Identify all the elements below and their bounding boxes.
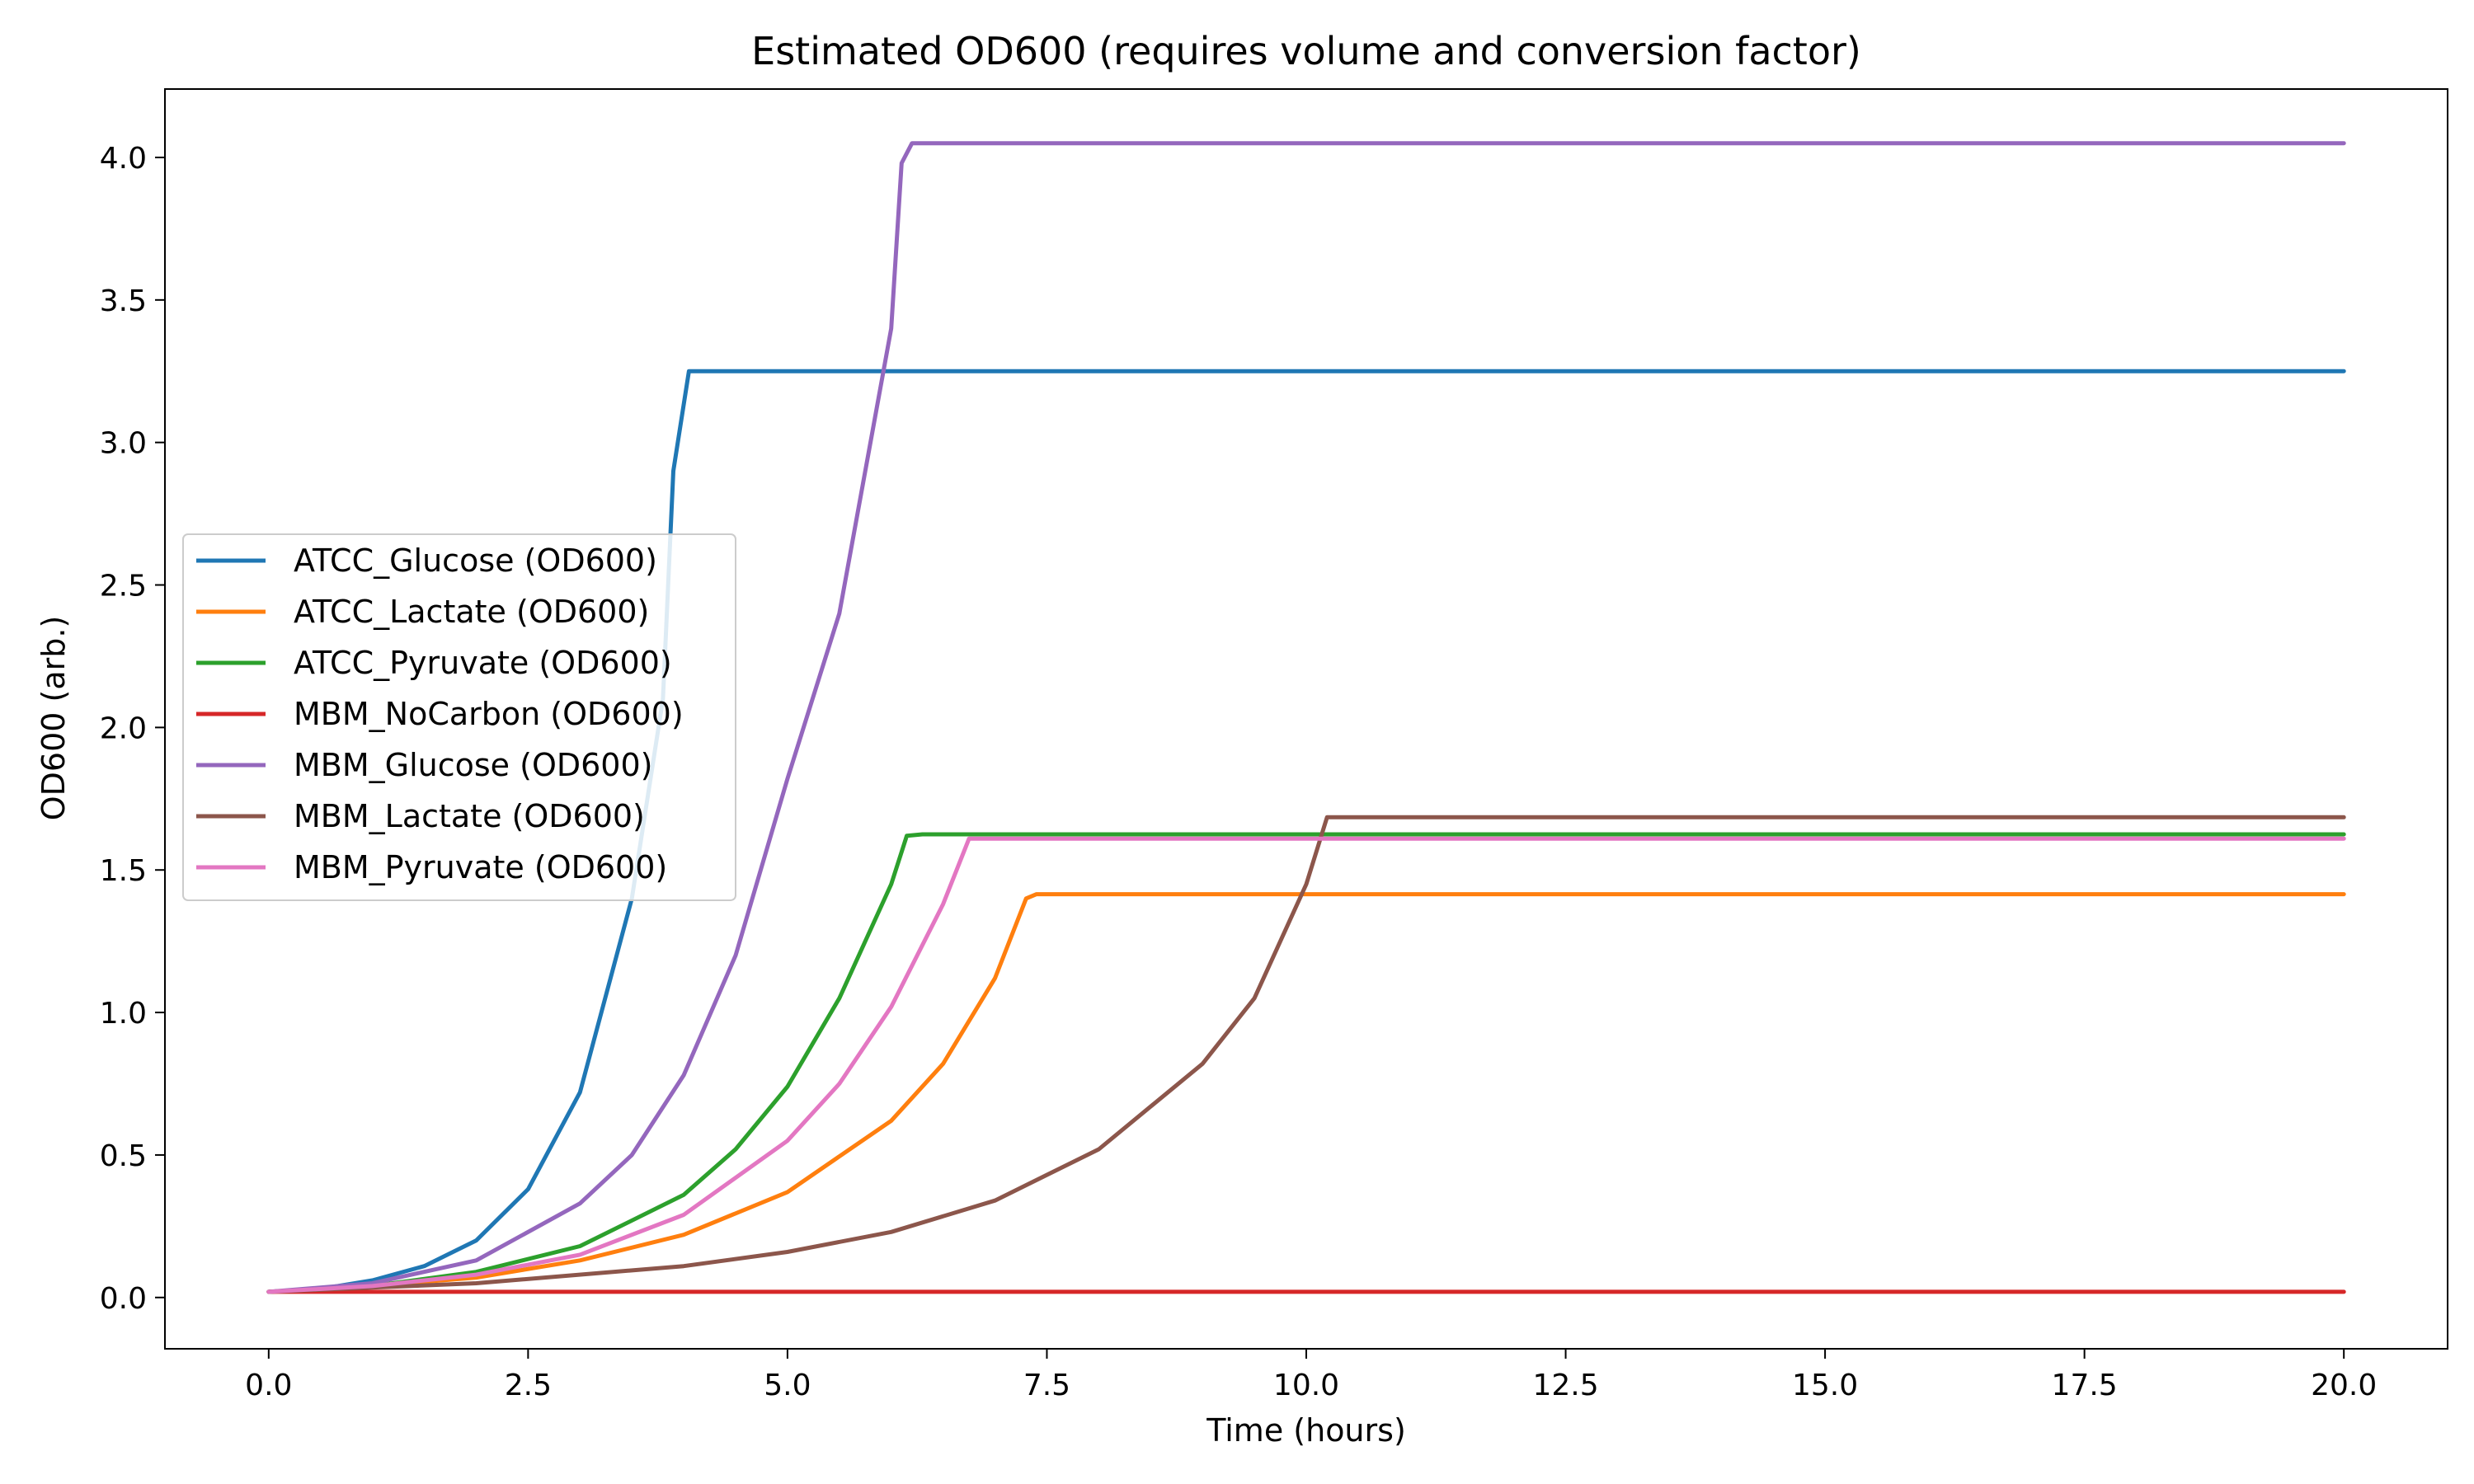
- y-tick-label: 0.5: [100, 1139, 147, 1173]
- plot-lines: [266, 141, 2346, 1294]
- legend-label-6: MBM_Pyruvate (OD600): [294, 849, 667, 885]
- legend-label-3: MBM_NoCarbon (OD600): [294, 696, 684, 732]
- x-tick-label: 0.0: [245, 1369, 292, 1402]
- y-tick-label: 0.0: [100, 1282, 147, 1316]
- x-tick-label: 2.5: [505, 1369, 552, 1402]
- y-axis-ticks: 0.0 0.5 1.0 1.5 2.0 2.5 3.0 3.5 4.0: [100, 142, 165, 1316]
- series-line-2: [266, 832, 2346, 1294]
- y-tick-label: 3.0: [100, 427, 147, 461]
- series-line-0: [266, 369, 2346, 1294]
- plot-frame: [164, 88, 2448, 1350]
- y-tick-label: 1.5: [100, 854, 147, 888]
- y-tick-label: 3.5: [100, 284, 147, 318]
- legend-label-4: MBM_Glucose (OD600): [294, 747, 652, 783]
- chart-title: Estimated OD600 (requires volume and con…: [751, 29, 1861, 73]
- x-axis-ticks: 0.0 2.5 5.0 7.5 10.0 12.5 15.0 17.5 20.0: [245, 1349, 2377, 1402]
- x-tick-label: 17.5: [2052, 1369, 2118, 1402]
- legend-label-5: MBM_Lactate (OD600): [294, 798, 645, 834]
- x-axis-label: Time (hours): [1206, 1412, 1406, 1449]
- x-tick-label: 10.0: [1273, 1369, 1339, 1402]
- series-line-5: [266, 815, 2346, 1294]
- x-tick-label: 15.0: [1792, 1369, 1858, 1402]
- x-tick-label: 7.5: [1023, 1369, 1070, 1402]
- y-tick-label: 4.0: [100, 142, 147, 176]
- y-axis-label: OD600 (arb.): [35, 616, 72, 821]
- x-tick-label: 5.0: [764, 1369, 811, 1402]
- y-tick-label: 1.0: [100, 997, 147, 1031]
- x-tick-label: 12.5: [1532, 1369, 1598, 1402]
- series-line-4: [266, 141, 2346, 1294]
- legend-label-1: ATCC_Lactate (OD600): [294, 594, 649, 630]
- y-tick-label: 2.5: [100, 570, 147, 603]
- series-line-6: [266, 836, 2346, 1294]
- legend[interactable]: ATCC_Glucose (OD600) ATCC_Lactate (OD600)…: [182, 533, 736, 901]
- legend-label-2: ATCC_Pyruvate (OD600): [294, 645, 672, 681]
- legend-label-0: ATCC_Glucose (OD600): [294, 542, 657, 579]
- y-tick-label: 2.0: [100, 711, 147, 745]
- legend-box: [182, 533, 736, 901]
- x-tick-label: 20.0: [2311, 1369, 2377, 1402]
- series-line-1: [266, 892, 2346, 1294]
